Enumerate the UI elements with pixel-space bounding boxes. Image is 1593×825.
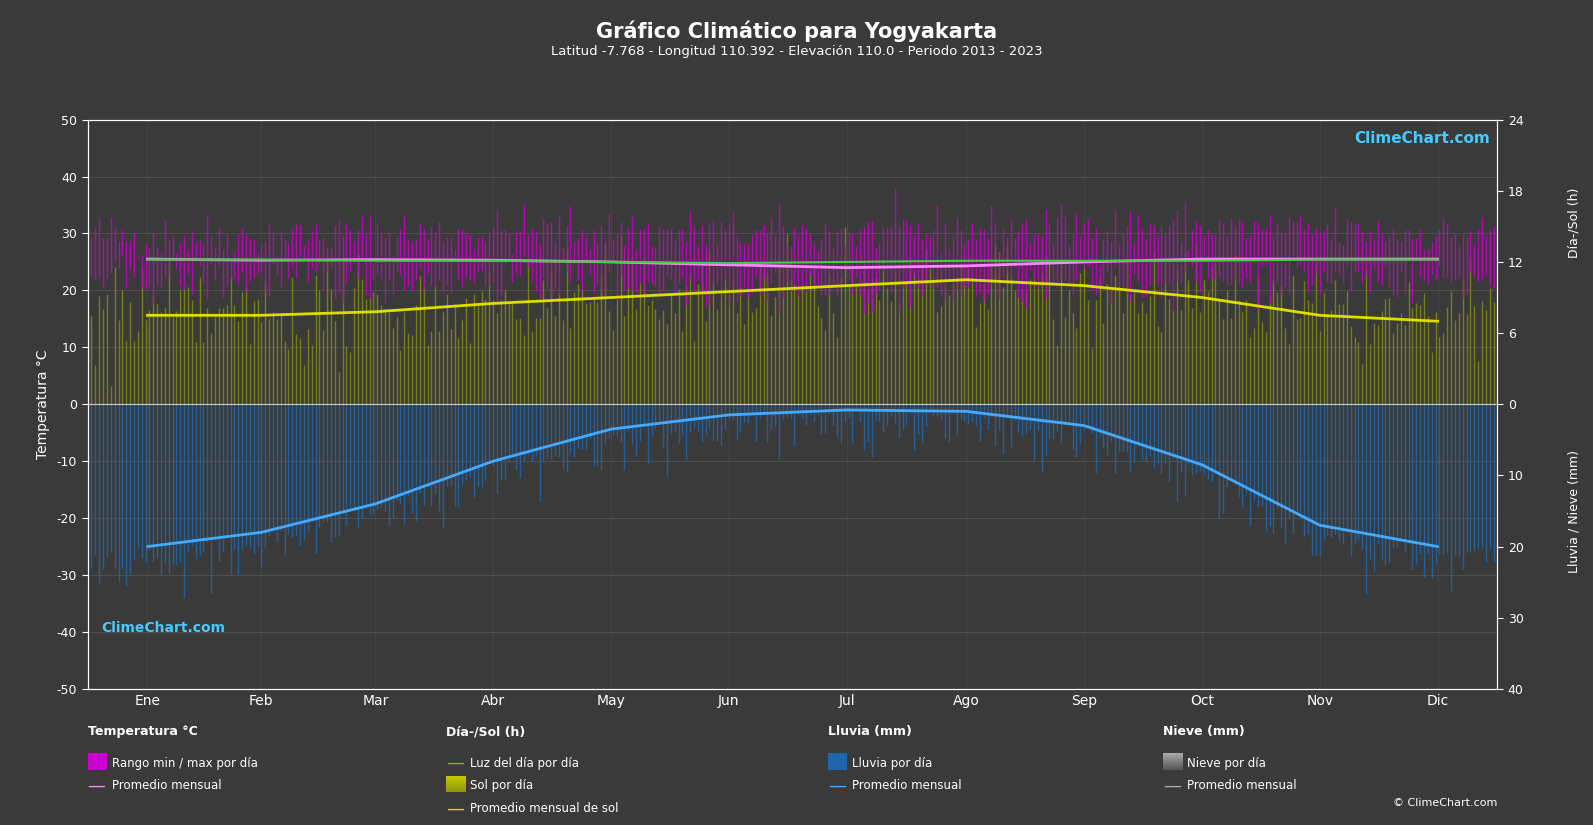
- Text: Día-/Sol (h): Día-/Sol (h): [446, 725, 526, 738]
- Text: Nieve por día: Nieve por día: [1187, 757, 1266, 770]
- Text: Luz del día por día: Luz del día por día: [470, 757, 578, 770]
- Text: ClimeChart.com: ClimeChart.com: [102, 620, 226, 634]
- Text: Rango min / max por día: Rango min / max por día: [112, 757, 258, 770]
- Text: Latitud -7.768 - Longitud 110.392 - Elevación 110.0 - Periodo 2013 - 2023: Latitud -7.768 - Longitud 110.392 - Elev…: [551, 45, 1042, 59]
- Y-axis label: Temperatura °C: Temperatura °C: [35, 350, 49, 459]
- Text: Promedio mensual: Promedio mensual: [112, 779, 221, 792]
- Text: —: —: [446, 799, 464, 818]
- Text: Sol por día: Sol por día: [470, 779, 534, 792]
- Text: —: —: [446, 754, 464, 772]
- Text: Gráfico Climático para Yogyakarta: Gráfico Climático para Yogyakarta: [596, 21, 997, 42]
- Text: —: —: [828, 776, 846, 794]
- Text: Nieve (mm): Nieve (mm): [1163, 725, 1244, 738]
- Text: Lluvia (mm): Lluvia (mm): [828, 725, 913, 738]
- Text: Promedio mensual: Promedio mensual: [1187, 779, 1297, 792]
- Text: ClimeChart.com: ClimeChart.com: [1354, 131, 1491, 146]
- Text: Lluvia / Nieve (mm): Lluvia / Nieve (mm): [1568, 450, 1580, 573]
- Text: Promedio mensual: Promedio mensual: [852, 779, 962, 792]
- Text: —: —: [88, 776, 105, 794]
- Text: Lluvia por día: Lluvia por día: [852, 757, 932, 770]
- Text: © ClimeChart.com: © ClimeChart.com: [1392, 799, 1497, 808]
- Text: Temperatura °C: Temperatura °C: [88, 725, 198, 738]
- Text: Día-/Sol (h): Día-/Sol (h): [1568, 187, 1580, 258]
- Text: Promedio mensual de sol: Promedio mensual de sol: [470, 802, 618, 815]
- Text: —: —: [1163, 776, 1180, 794]
